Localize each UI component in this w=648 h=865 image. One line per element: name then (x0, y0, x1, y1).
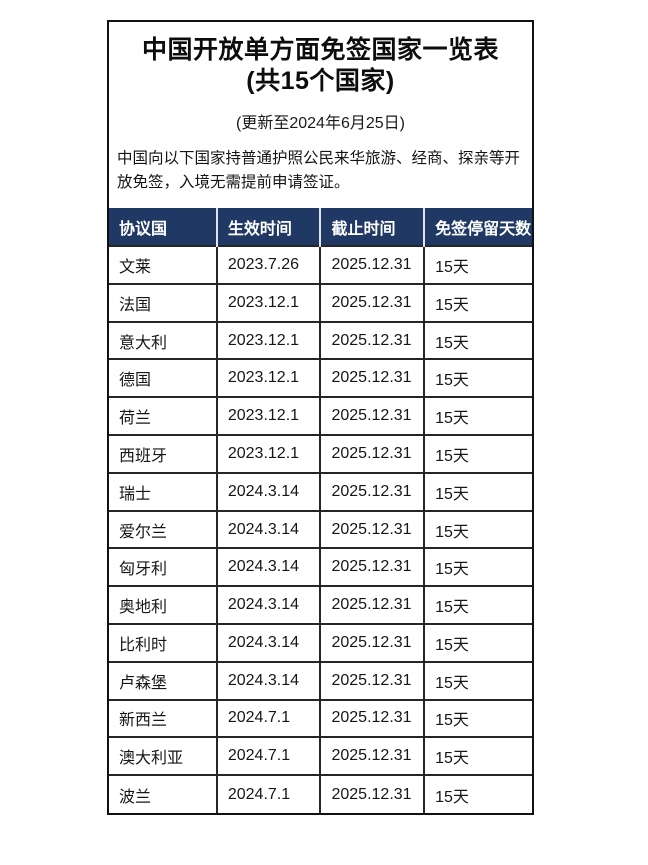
cell-start-date: 2023.7.26 (215, 245, 321, 284)
cell-start-date: 2023.12.1 (215, 396, 321, 436)
cell-country: 波兰 (109, 774, 217, 813)
table-row: 法国 2023.12.1 2025.12.31 15天 (109, 282, 532, 322)
cell-end-date: 2025.12.31 (319, 509, 425, 549)
cell-end-date: 2025.12.31 (319, 245, 425, 284)
cell-start-date: 2023.12.1 (215, 320, 321, 360)
cell-end-date: 2025.12.31 (319, 736, 425, 776)
column-header-country: 协议国 (109, 208, 217, 247)
column-header-start-date: 生效时间 (215, 208, 321, 247)
table-row: 匈牙利 2024.3.14 2025.12.31 15天 (109, 547, 532, 587)
cell-stay-days: 15天 (423, 282, 532, 322)
cell-end-date: 2025.12.31 (319, 698, 425, 738)
cell-stay-days: 15天 (423, 736, 532, 776)
cell-start-date: 2024.7.1 (215, 774, 321, 813)
cell-start-date: 2024.7.1 (215, 736, 321, 776)
cell-end-date: 2025.12.31 (319, 396, 425, 436)
cell-end-date: 2025.12.31 (319, 434, 425, 473)
cell-start-date: 2024.3.14 (215, 509, 321, 549)
cell-country: 法国 (109, 282, 217, 322)
table-row: 西班牙 2023.12.1 2025.12.31 15天 (109, 434, 532, 473)
cell-end-date: 2025.12.31 (319, 320, 425, 360)
cell-end-date: 2025.12.31 (319, 547, 425, 587)
table-row: 文莱 2023.7.26 2025.12.31 15天 (109, 245, 532, 284)
cell-start-date: 2024.3.14 (215, 547, 321, 587)
cell-start-date: 2024.3.14 (215, 660, 321, 700)
cell-stay-days: 15天 (423, 547, 532, 587)
cell-country: 新西兰 (109, 698, 217, 738)
update-date-subtitle: (更新至2024年6月25日) (236, 115, 405, 132)
cell-country: 比利时 (109, 623, 217, 662)
cell-country: 澳大利亚 (109, 736, 217, 776)
table-header: 协议国 生效时间 截止时间 免签停留天数 (109, 208, 532, 247)
cell-start-date: 2023.12.1 (215, 434, 321, 473)
cell-stay-days: 15天 (423, 434, 532, 473)
cell-end-date: 2025.12.31 (319, 623, 425, 662)
title-block: 中国开放单方面免签国家一览表 (共15个国家) (更新至2024年6月25日) (109, 22, 532, 133)
table-row: 比利时 2024.3.14 2025.12.31 15天 (109, 623, 532, 662)
table-row: 卢森堡 2024.3.14 2025.12.31 15天 (109, 660, 532, 700)
table-body: 文莱 2023.7.26 2025.12.31 15天 法国 2023.12.1 2025.… (109, 245, 532, 813)
cell-stay-days: 15天 (423, 396, 532, 436)
cell-start-date: 2023.12.1 (215, 358, 321, 398)
cell-end-date: 2025.12.31 (319, 660, 425, 700)
visa-free-table-card: 中国开放单方面免签国家一览表 (共15个国家) (更新至2024年6月25日) … (107, 20, 534, 815)
cell-country: 卢森堡 (109, 660, 217, 700)
cell-stay-days: 15天 (423, 358, 532, 398)
table-row: 新西兰 2024.7.1 2025.12.31 15天 (109, 698, 532, 738)
cell-stay-days: 15天 (423, 623, 532, 662)
cell-stay-days: 15天 (423, 774, 532, 813)
table-row: 奥地利 2024.3.14 2025.12.31 15天 (109, 585, 532, 624)
cell-country: 文莱 (109, 245, 217, 284)
cell-end-date: 2025.12.31 (319, 358, 425, 398)
cell-country: 爱尔兰 (109, 509, 217, 549)
table-header-row: 协议国 生效时间 截止时间 免签停留天数 (109, 208, 532, 247)
cell-country: 西班牙 (109, 434, 217, 473)
table-row: 澳大利亚 2024.7.1 2025.12.31 15天 (109, 736, 532, 776)
cell-start-date: 2024.3.14 (215, 623, 321, 662)
page-title-line2: (共15个国家) (246, 67, 395, 95)
cell-stay-days: 15天 (423, 585, 532, 624)
cell-country: 瑞士 (109, 471, 217, 511)
cell-country: 荷兰 (109, 396, 217, 436)
cell-stay-days: 15天 (423, 471, 532, 511)
table-row: 意大利 2023.12.1 2025.12.31 15天 (109, 320, 532, 360)
column-header-stay-days: 免签停留天数 (423, 208, 532, 247)
cell-stay-days: 15天 (423, 320, 532, 360)
table-row: 荷兰 2023.12.1 2025.12.31 15天 (109, 396, 532, 436)
cell-end-date: 2025.12.31 (319, 774, 425, 813)
cell-country: 德国 (109, 358, 217, 398)
cell-stay-days: 15天 (423, 509, 532, 549)
table-row: 波兰 2024.7.1 2025.12.31 15天 (109, 774, 532, 813)
cell-start-date: 2024.7.1 (215, 698, 321, 738)
cell-end-date: 2025.12.31 (319, 585, 425, 624)
cell-end-date: 2025.12.31 (319, 471, 425, 511)
policy-description: 中国向以下国家持普通护照公民来华旅游、经商、探亲等开放免签，入境无需提前申请签证… (117, 150, 521, 192)
table-row: 瑞士 2024.3.14 2025.12.31 15天 (109, 471, 532, 511)
table-row: 爱尔兰 2024.3.14 2025.12.31 15天 (109, 509, 532, 549)
cell-end-date: 2025.12.31 (319, 282, 425, 322)
column-header-end-date: 截止时间 (319, 208, 425, 247)
cell-start-date: 2024.3.14 (215, 585, 321, 624)
cell-stay-days: 15天 (423, 245, 532, 284)
page-title-line1: 中国开放单方面免签国家一览表 (141, 36, 499, 64)
cell-stay-days: 15天 (423, 660, 532, 700)
cell-start-date: 2023.12.1 (215, 282, 321, 322)
visa-free-countries-table: 协议国 生效时间 截止时间 免签停留天数 文莱 2023.7.26 2025.12.… (109, 208, 532, 813)
cell-start-date: 2024.3.14 (215, 471, 321, 511)
cell-country: 匈牙利 (109, 547, 217, 587)
page-title: 中国开放单方面免签国家一览表 (共15个国家) (119, 35, 522, 97)
table-row: 德国 2023.12.1 2025.12.31 15天 (109, 358, 532, 398)
cell-stay-days: 15天 (423, 698, 532, 738)
cell-country: 意大利 (109, 320, 217, 360)
cell-country: 奥地利 (109, 585, 217, 624)
